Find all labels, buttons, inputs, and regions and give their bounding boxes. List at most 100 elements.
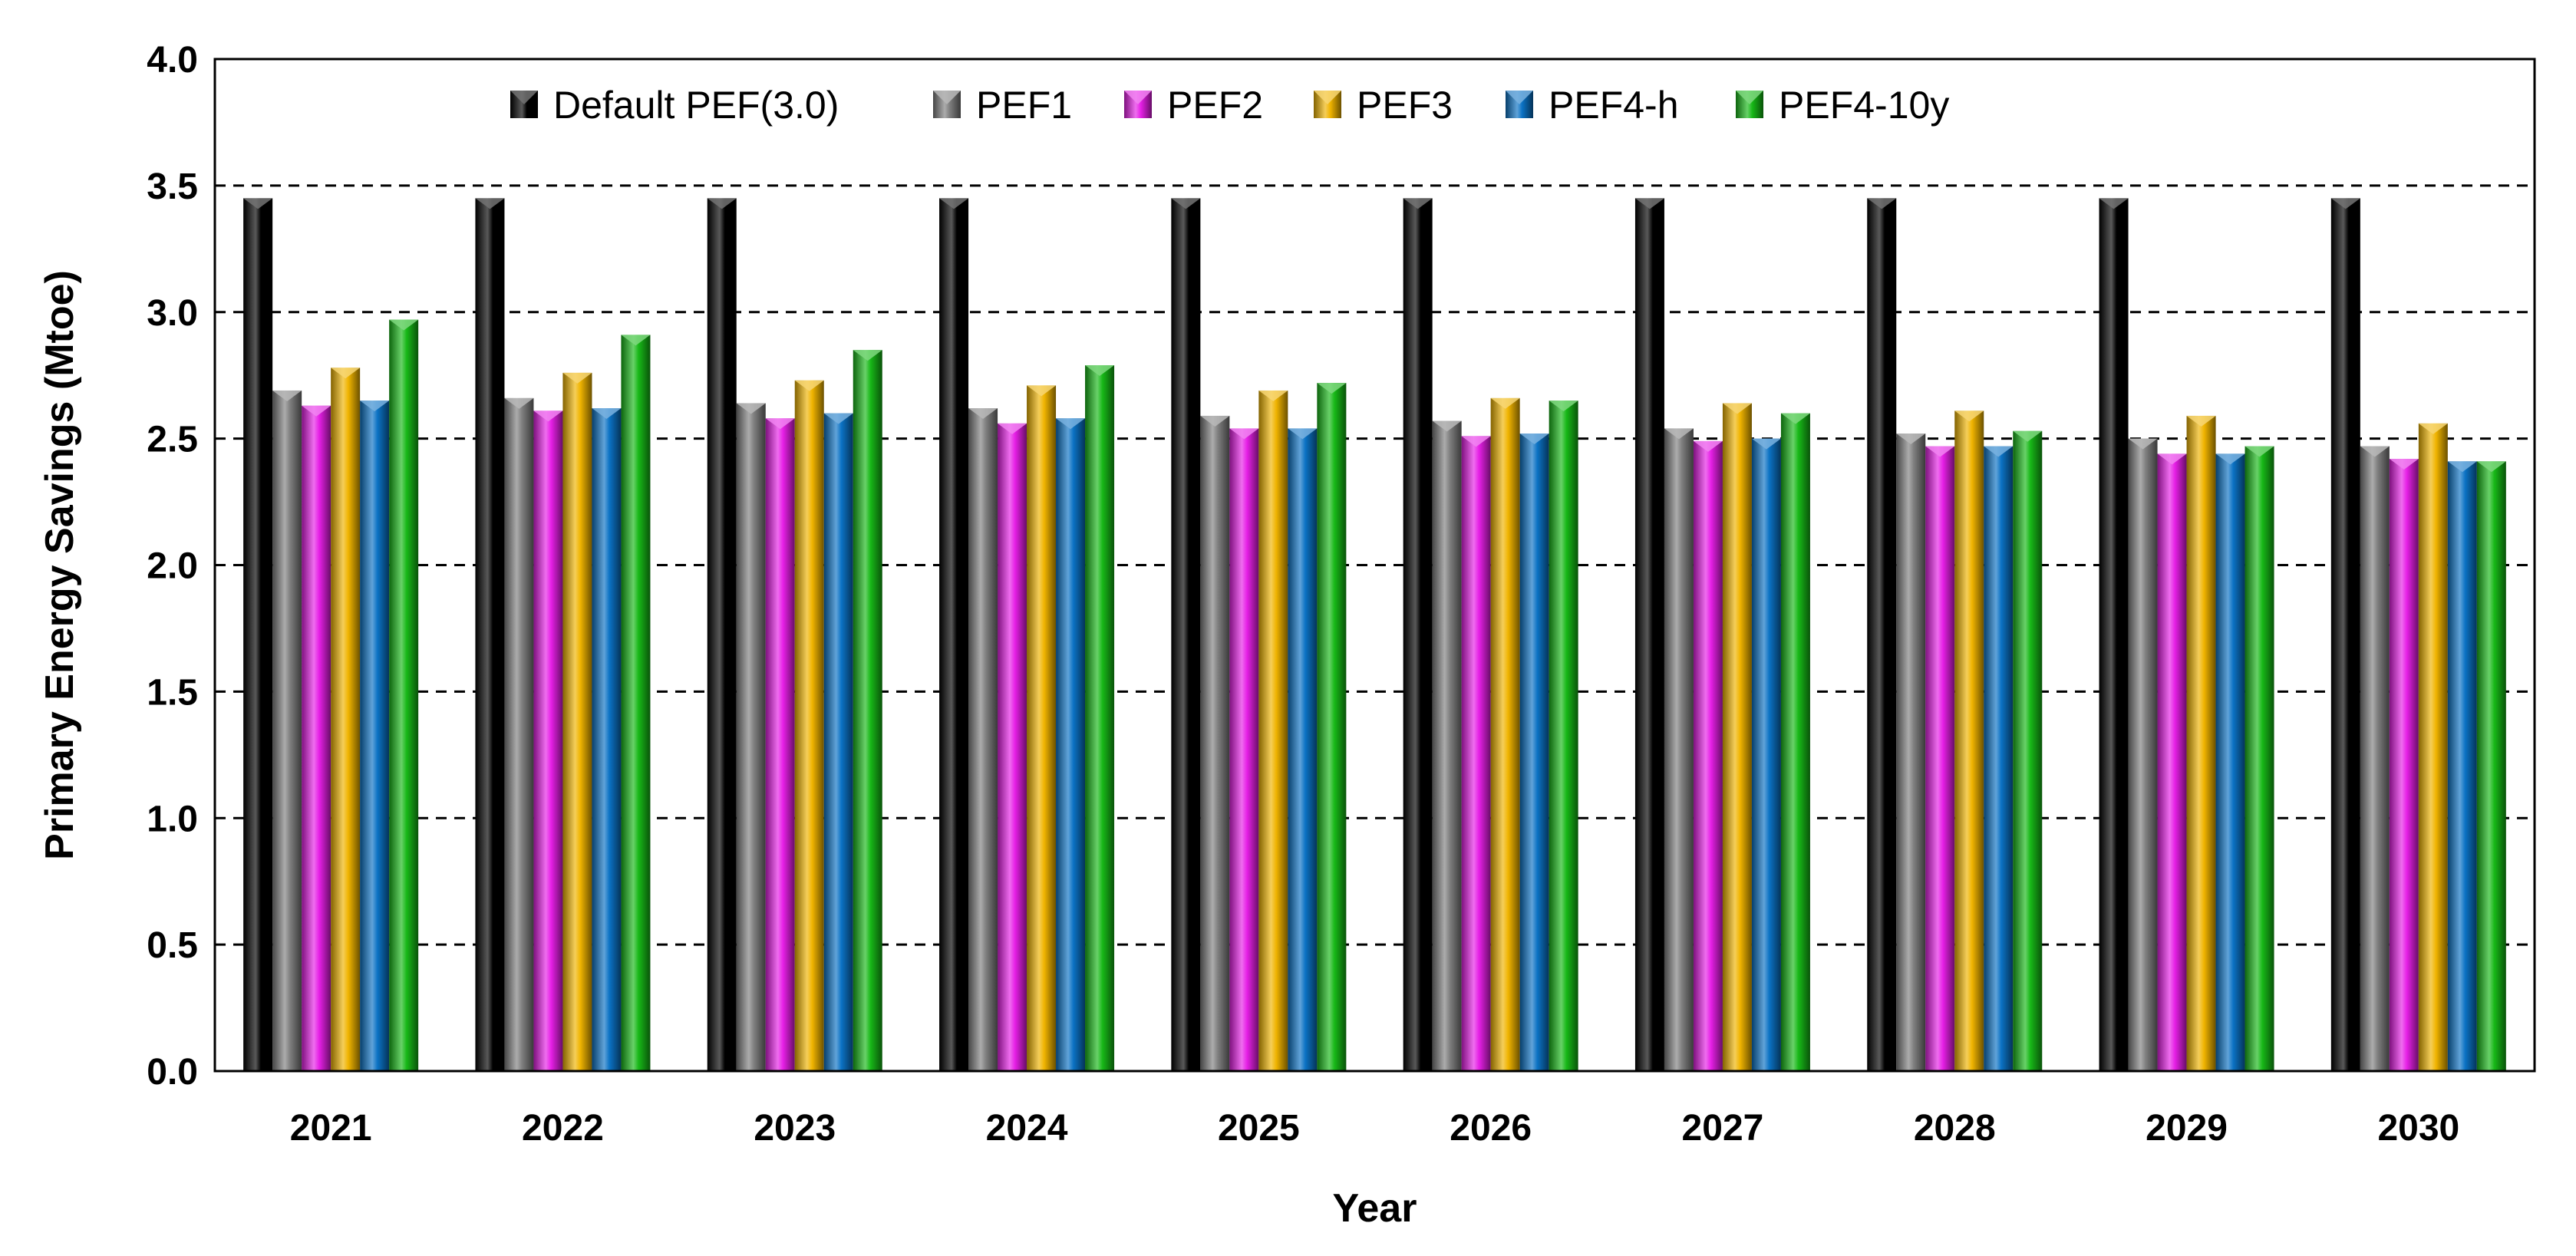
bar-cap xyxy=(1722,403,1752,414)
bar-cap xyxy=(1056,418,1086,430)
bar-cap xyxy=(1461,436,1491,447)
legend-swatch-cap xyxy=(1736,91,1763,104)
bar-cap xyxy=(2447,461,2477,473)
y-tick-label: 0.5 xyxy=(147,925,198,966)
y-tick-label: 3.5 xyxy=(147,166,198,207)
bar xyxy=(1085,364,1115,1071)
bar-cap xyxy=(2418,423,2448,434)
bar-cap xyxy=(533,410,563,422)
bar xyxy=(1461,436,1491,1071)
x-tick-label: 2021 xyxy=(290,1108,372,1149)
legend-swatch-cap xyxy=(1506,91,1533,104)
legend-label: PEF3 xyxy=(1357,84,1453,127)
bar-cap xyxy=(1317,383,1347,394)
bar xyxy=(389,319,419,1072)
bar xyxy=(1867,198,1897,1071)
bar-cap xyxy=(1896,434,1926,445)
bar xyxy=(1200,415,1230,1071)
bar-cap xyxy=(621,335,651,346)
bar xyxy=(968,408,998,1071)
bar-cap xyxy=(1519,434,1549,445)
bar xyxy=(1317,383,1347,1072)
bar xyxy=(736,403,766,1071)
bars xyxy=(243,198,2506,1072)
plot-area-frame xyxy=(213,58,2536,1073)
bar-cap xyxy=(331,368,361,379)
bar-cap xyxy=(562,372,592,384)
bar xyxy=(533,410,563,1071)
bar-cap xyxy=(1751,438,1781,450)
bar xyxy=(562,372,592,1071)
bar-cap xyxy=(1200,415,1230,427)
bar-cap xyxy=(1780,413,1810,424)
bar-cap xyxy=(1549,401,1578,412)
bar-cap xyxy=(823,413,853,424)
bar xyxy=(1925,446,1955,1071)
bar-cap xyxy=(1664,428,1694,440)
bar xyxy=(1780,413,1810,1071)
bar xyxy=(272,390,302,1071)
legend-swatch-cap xyxy=(933,91,961,104)
bar xyxy=(331,368,361,1071)
legend-swatch-cap xyxy=(1314,91,1341,104)
bar-cap xyxy=(2186,415,2216,427)
bar-cap xyxy=(592,408,622,420)
bar xyxy=(2418,423,2448,1071)
bar xyxy=(1984,446,2014,1071)
bar xyxy=(823,413,853,1071)
bar xyxy=(2360,446,2390,1071)
x-axis-ticks: 2021 2022 2023 2024 2025 2026 2027 2028 2029 2030 xyxy=(290,1108,2459,1149)
bar xyxy=(621,335,651,1071)
y-tick-label: 3.0 xyxy=(147,293,198,334)
bar-cap xyxy=(1403,198,1433,209)
bar xyxy=(475,198,505,1071)
x-tick-label: 2024 xyxy=(986,1108,1068,1149)
bar xyxy=(2245,446,2274,1071)
bar xyxy=(1229,428,1259,1071)
x-tick-label: 2028 xyxy=(1914,1108,1996,1149)
bar xyxy=(2013,430,2043,1071)
bar xyxy=(1751,438,1781,1071)
bar-cap xyxy=(2157,453,2187,465)
bar xyxy=(1258,390,1288,1071)
legend-swatch-cap xyxy=(510,91,538,104)
bar-cap xyxy=(736,403,766,414)
bar-cap xyxy=(2476,461,2506,473)
y-tick-label: 2.0 xyxy=(147,546,198,587)
bar xyxy=(1954,410,1984,1071)
bar-cap xyxy=(272,390,302,401)
bar-cap xyxy=(968,408,998,420)
y-tick-label: 2.5 xyxy=(147,420,198,460)
x-tick-label: 2027 xyxy=(1682,1108,1764,1149)
bar-cap xyxy=(1288,428,1318,440)
bar xyxy=(1896,434,1926,1071)
bar xyxy=(2447,461,2477,1071)
bar xyxy=(794,380,824,1072)
bar xyxy=(998,423,1027,1071)
bar xyxy=(2476,461,2506,1071)
bar xyxy=(2330,198,2360,1071)
bar-cap xyxy=(2128,438,2158,450)
bar xyxy=(2186,415,2216,1071)
bar-cap xyxy=(1984,446,2014,457)
bar xyxy=(2215,453,2245,1071)
bar xyxy=(2389,459,2419,1071)
bar xyxy=(1432,420,1462,1071)
bar-cap xyxy=(243,198,273,209)
bar-cap xyxy=(475,198,505,209)
legend: Default PEF(3.0) PEF1 PEF2 PEF3 PEF4-h PEF4-1… xyxy=(510,84,1949,127)
bar xyxy=(1549,401,1578,1071)
x-tick-label: 2029 xyxy=(2146,1108,2228,1149)
bar-cap xyxy=(1258,390,1288,401)
bar xyxy=(707,198,737,1071)
bar-cap xyxy=(2330,198,2360,209)
legend-label: PEF4-h xyxy=(1549,84,1679,127)
bar-cap xyxy=(2099,198,2129,209)
bar-cap xyxy=(1954,410,1984,422)
bar xyxy=(243,198,273,1071)
x-tick-label: 2026 xyxy=(1450,1108,1532,1149)
bar xyxy=(592,408,622,1071)
bar-cap xyxy=(2245,446,2274,457)
bar-cap xyxy=(1432,420,1462,432)
bar xyxy=(1056,418,1086,1071)
